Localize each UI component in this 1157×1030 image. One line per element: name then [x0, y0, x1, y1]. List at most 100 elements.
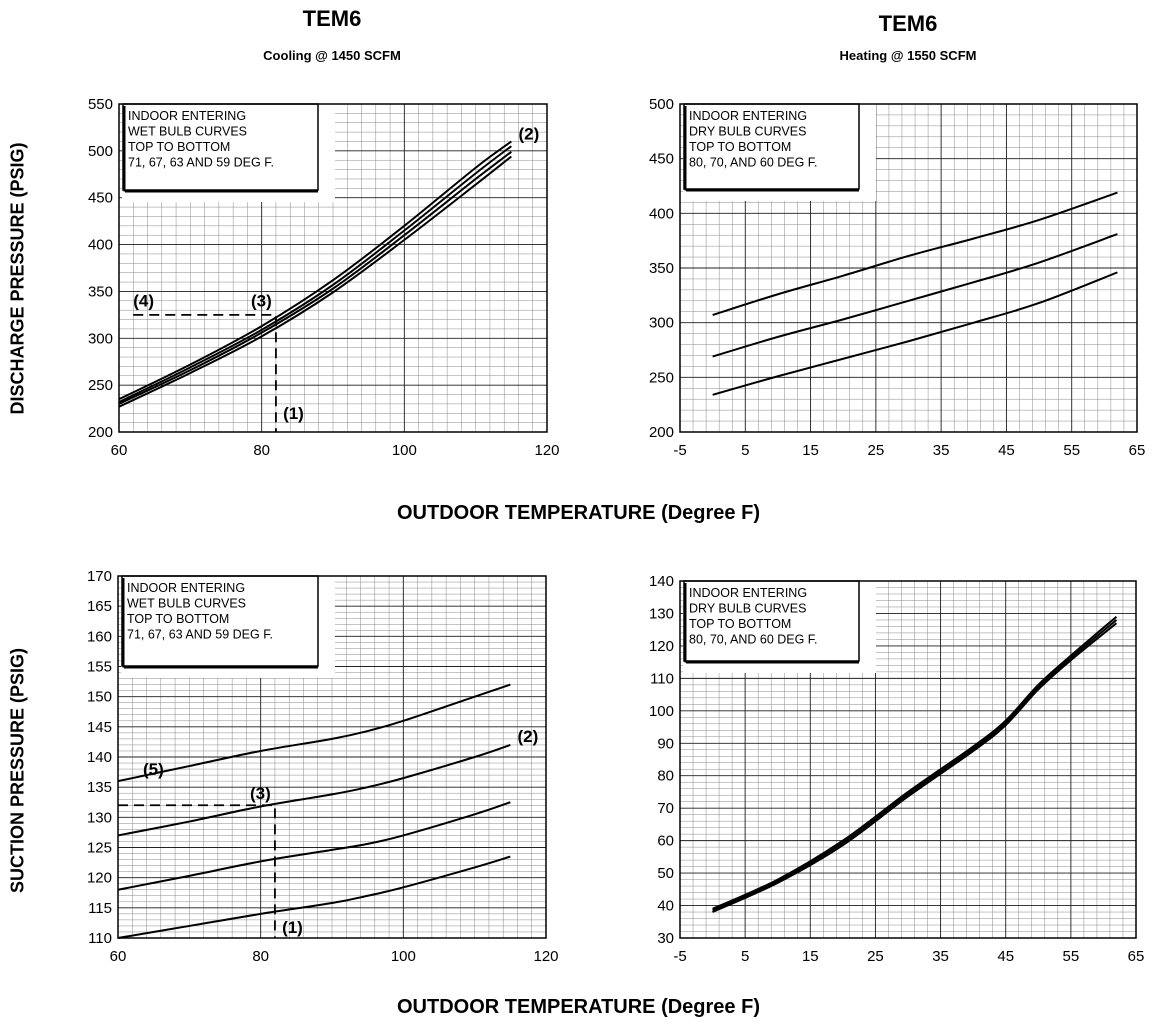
- y-tick-label: 400: [649, 205, 674, 222]
- y-tick-label: 135: [87, 779, 112, 796]
- x-tick-label: 100: [391, 948, 416, 965]
- y-tick-label: 140: [87, 749, 112, 766]
- heating-chart-title: TEM6: [878, 11, 938, 36]
- y-tick-label: 160: [87, 628, 112, 645]
- y-tick-label: 450: [88, 190, 113, 207]
- y-tick-label: 155: [87, 659, 112, 676]
- x-tick-label: 65: [1128, 948, 1145, 965]
- y-tick-label: 400: [88, 237, 113, 254]
- cooling-suction-curve-3: [117, 801, 511, 891]
- legend-note-line: 71, 67, 63 AND 59 DEG F.: [127, 628, 273, 642]
- heating-discharge-curve-2: [712, 233, 1118, 358]
- y-tick-label: 150: [87, 689, 112, 706]
- x-tick-label: 45: [997, 948, 1014, 965]
- x-tick-label: 100: [392, 442, 417, 459]
- x-tick-label: 5: [741, 948, 749, 965]
- legend-note-box: [121, 575, 319, 667]
- step-annotation: (1): [283, 404, 304, 423]
- cooling-suction-curve-2: [117, 743, 511, 837]
- y-tick-label: 110: [650, 670, 674, 687]
- y-tick-label: 130: [649, 605, 674, 622]
- x-axis-title-top: OUTDOOR TEMPERATURE (Degree F): [397, 502, 760, 524]
- heating-discharge-curve-3: [712, 271, 1118, 396]
- step-annotation: (3): [250, 784, 271, 803]
- y-tick-label: 70: [657, 800, 674, 817]
- x-tick-label: 60: [111, 442, 128, 459]
- y-tick-label: 50: [657, 865, 674, 882]
- x-tick-label: 25: [867, 948, 884, 965]
- y-tick-label: 110: [88, 930, 112, 947]
- legend-note-box: [122, 103, 319, 191]
- legend-note-line: TOP TO BOTTOM: [689, 617, 791, 631]
- legend-note-line: INDOOR ENTERING: [689, 586, 807, 600]
- legend-note-line: TOP TO BOTTOM: [689, 140, 791, 154]
- step-annotation: (2): [517, 727, 538, 746]
- y-tick-label: 90: [657, 735, 674, 752]
- cooling-suction-example-path: [118, 804, 276, 938]
- y-tick-label: 115: [88, 900, 112, 917]
- legend-note-line: WET BULB CURVES: [127, 597, 246, 611]
- heating-suction-curve-3: [712, 622, 1118, 913]
- legend-note-line: INDOOR ENTERING: [128, 109, 246, 123]
- legend-note-line: TOP TO BOTTOM: [128, 140, 230, 154]
- x-tick-label: 120: [534, 442, 559, 459]
- cooling-discharge-curve-1: [118, 140, 512, 401]
- legend-note-line: WET BULB CURVES: [128, 125, 247, 139]
- legend-note-line: TOP TO BOTTOM: [127, 612, 229, 626]
- legend-note-line: 80, 70, AND 60 DEG F.: [689, 633, 818, 647]
- x-tick-label: 65: [1129, 442, 1146, 459]
- y-tick-label: 500: [649, 96, 674, 113]
- x-tick-label: 15: [802, 948, 819, 965]
- step-annotation: (3): [251, 291, 272, 310]
- step-annotation: (2): [518, 125, 539, 144]
- cooling-suction-curve-1: [117, 683, 511, 783]
- cooling-discharge-plot-border: [118, 103, 548, 433]
- x-axis-title-bottom: OUTDOOR TEMPERATURE (Degree F): [397, 996, 760, 1018]
- y-tick-label: 145: [87, 719, 112, 736]
- heating-suction-curve-2: [712, 619, 1118, 912]
- y-tick-label: 350: [649, 260, 674, 277]
- cooling-chart-title: TEM6: [302, 6, 362, 31]
- step-annotation: (4): [133, 291, 154, 310]
- legend-note-line: 80, 70, AND 60 DEG F.: [689, 156, 818, 170]
- y-tick-label: 250: [88, 377, 113, 394]
- step-annotation: (1): [282, 918, 303, 937]
- legend-note-line: DRY BULB CURVES: [689, 602, 806, 616]
- y-tick-label: 140: [649, 573, 674, 590]
- x-tick-label: 55: [1063, 948, 1080, 965]
- x-tick-label: 5: [741, 442, 749, 459]
- legend-note-line: INDOOR ENTERING: [689, 109, 807, 123]
- x-tick-label: 35: [933, 442, 950, 459]
- y-tick-label: 450: [649, 151, 674, 168]
- y-tick-label: 200: [88, 424, 113, 441]
- legend-note-line: DRY BULB CURVES: [689, 125, 806, 139]
- y-tick-label: 165: [87, 598, 112, 615]
- y-tick-label: 80: [657, 768, 674, 785]
- y-tick-label: 30: [657, 930, 674, 947]
- y-tick-label: 170: [87, 568, 112, 585]
- y-tick-label: 125: [87, 840, 112, 857]
- x-tick-label: 80: [253, 442, 270, 459]
- y-tick-label: 250: [649, 369, 674, 386]
- y-tick-label: 200: [649, 424, 674, 441]
- x-tick-label: 60: [110, 948, 127, 965]
- heating-suction-curve-1: [712, 615, 1118, 910]
- heating-chart-subtitle: Heating @ 1550 SCFM: [839, 48, 977, 63]
- y-tick-label: 350: [88, 283, 113, 300]
- y-tick-label: 130: [87, 809, 112, 826]
- legend-note-line: 71, 67, 63 AND 59 DEG F.: [128, 156, 274, 170]
- cooling-chart-subtitle: Cooling @ 1450 SCFM: [263, 48, 401, 63]
- x-tick-label: 35: [932, 948, 949, 965]
- y-tick-label: 120: [87, 870, 112, 887]
- x-tick-label: -5: [673, 442, 686, 459]
- step-annotation: (5): [143, 760, 164, 779]
- cooling-suction-plot-border: [117, 575, 547, 939]
- y-tick-label: 300: [649, 315, 674, 332]
- y-tick-label: 300: [88, 330, 113, 347]
- y-tick-label: 500: [88, 143, 113, 160]
- y-tick-label: 100: [649, 703, 674, 720]
